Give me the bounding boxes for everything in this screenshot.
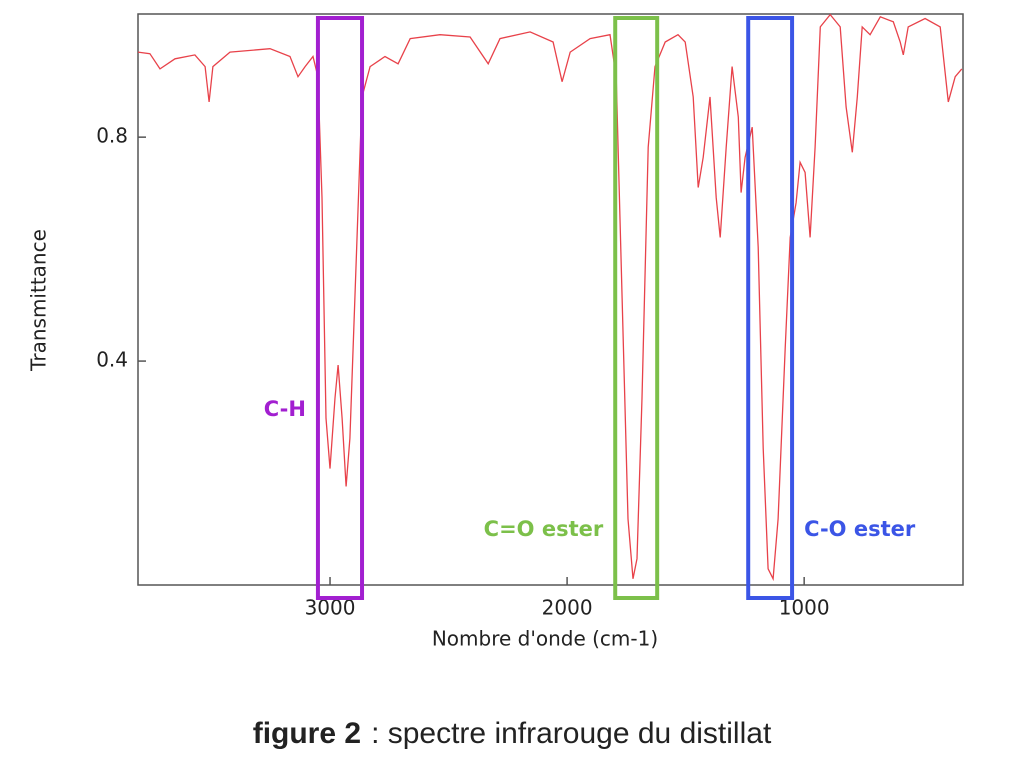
region-label: C-O ester bbox=[804, 517, 916, 541]
region-label: C=O ester bbox=[484, 517, 604, 541]
y-tick-label: 0.4 bbox=[96, 348, 128, 372]
x-tick-label: 2000 bbox=[542, 596, 593, 620]
region-box bbox=[315, 16, 365, 600]
y-axis-label: Transmittance bbox=[27, 229, 51, 372]
x-axis-label: Nombre d'onde (cm-1) bbox=[432, 627, 658, 651]
caption-bold: figure 2 bbox=[253, 717, 361, 750]
plot-frame bbox=[137, 13, 964, 586]
caption: figure 2 : spectre infrarouge du distilla… bbox=[253, 717, 772, 750]
spectrum-line bbox=[137, 13, 963, 582]
region-label: C-H bbox=[264, 397, 306, 421]
y-tick-label: 0.8 bbox=[96, 124, 128, 148]
region-box bbox=[613, 16, 660, 600]
region-box bbox=[746, 16, 795, 600]
caption-text: : spectre infrarouge du distillat bbox=[371, 717, 772, 750]
